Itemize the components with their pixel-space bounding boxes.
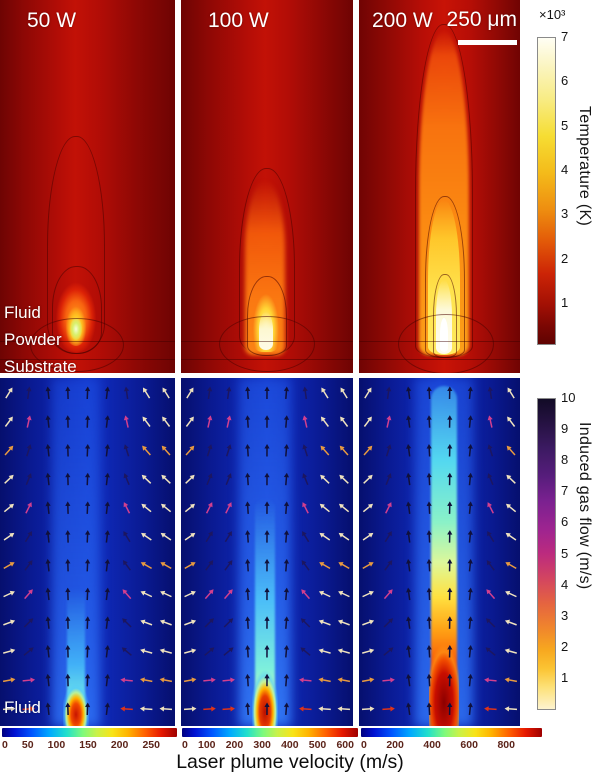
tick-label: 400 [281,739,299,751]
temperature-panel-50w: 50 W Fluid Powder Substrate [0,0,175,373]
powder-layer-line [181,341,353,342]
region-label: Substrate [4,357,77,373]
tick-label: 5 [561,117,569,133]
tick-label: 100 [47,739,66,751]
velocity-colorbar-ticks-200w: 0 200 400 600 800 [361,739,515,751]
tick-label: 0 [182,739,188,751]
velocity-colorbar-50w [2,728,177,737]
gasflow-panel-200w [359,378,520,726]
velocity-colorbar-100w [182,728,358,737]
tick-label: 4 [561,161,569,177]
tick-label: 1 [561,294,569,310]
velocity-vector-field [2,386,173,716]
tick-label: 500 [308,739,327,751]
tick-label: 7 [561,29,569,44]
tick-label: 9 [561,421,569,437]
scale-bar [458,40,517,45]
tick-label: 6 [561,514,569,530]
tick-label: 50 [21,739,34,751]
tick-label: 300 [253,739,271,751]
gasflow-panel-100w [181,378,353,726]
tick-label: 8 [561,452,569,468]
tick-label: 600 [460,739,478,751]
gasflow-colorbar-title: Induced gas flow (m/s) [576,422,593,590]
tick-label: 400 [423,739,441,751]
power-label: 50 W [27,9,77,32]
colorbar-multiplier: ×10³ [539,7,566,22]
tick-label: 2 [561,250,569,266]
gasflow-colorbar-ticks: 10 9 8 7 6 5 4 3 2 1 [561,391,575,684]
tick-label: 200 [386,739,404,751]
region-label: Fluid [4,698,41,717]
plume-base-hotspot [429,642,459,726]
tick-label: 250 [142,739,160,751]
temperature-panel-200w: 200 W 250 μm [359,0,520,373]
melt-pool-contour [30,318,124,372]
substrate-layer-line [181,359,353,360]
temperature-colorbar-title: Temperature (K) [576,106,593,227]
gasflow-panel-50w: Fluid [0,378,175,726]
velocity-vector-field [361,386,518,716]
tick-label: 2 [561,638,569,654]
scale-bar-label: 250 μm [446,8,517,31]
gasflow-colorbar [537,398,556,710]
tick-label: 800 [497,739,515,751]
melt-pool-contour [219,316,315,372]
powder-layer-line [0,341,175,342]
tick-label: 600 [336,739,354,751]
region-label: Fluid [4,303,41,322]
tick-label: 0 [361,739,367,751]
tick-label: 3 [561,206,569,222]
plume-base-hotspot [252,662,278,726]
substrate-layer-line [0,359,175,360]
velocity-vector-field [183,386,351,716]
temperature-panel-100w: 100 W [181,0,353,373]
tick-label: 150 [79,739,97,751]
region-label: Powder [4,330,62,349]
tick-label: 6 [561,73,569,89]
power-label: 200 W [372,9,433,32]
tick-label: 200 [110,739,129,751]
powder-layer-line [359,341,520,342]
velocity-colorbar-200w [361,728,542,737]
tick-label: 10 [561,390,576,405]
power-label: 100 W [208,9,269,32]
tick-label: 100 [198,739,216,751]
tick-label: 7 [561,483,569,499]
temperature-colorbar [537,37,556,345]
velocity-colorbar-ticks-100w: 0 100 200 300 400 500 600 [182,739,354,751]
tick-label: 0 [2,739,8,751]
velocity-colorbar-ticks-50w: 0 50 100 150 200 250 [2,739,160,751]
tick-label: 1 [561,669,569,685]
tick-label: 3 [561,607,569,623]
region-labels: Fluid Powder Substrate [4,299,77,373]
substrate-layer-line [359,359,520,360]
tick-label: 200 [225,739,244,751]
melt-pool-contour [398,314,494,373]
tick-label: 5 [561,545,569,561]
x-axis-label: Laser plume velocity (m/s) [176,751,404,773]
temperature-colorbar-ticks: 7 6 5 4 3 2 1 [561,30,568,309]
tick-label: 4 [561,576,569,592]
